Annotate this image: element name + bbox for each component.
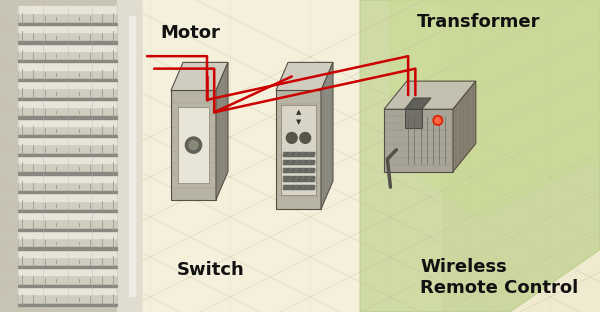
Bar [18, 266, 117, 268]
Bar [18, 143, 117, 144]
Polygon shape [360, 0, 600, 312]
Bar [18, 144, 117, 154]
Bar [18, 106, 117, 117]
Bar [18, 294, 117, 304]
Bar [18, 98, 117, 100]
Bar [18, 210, 117, 212]
Bar [117, 0, 141, 312]
Bar [18, 256, 117, 266]
Bar [283, 160, 314, 164]
Bar [18, 154, 117, 156]
Polygon shape [404, 98, 431, 109]
Polygon shape [453, 81, 476, 172]
Bar [18, 6, 117, 306]
Bar [18, 274, 117, 275]
Circle shape [286, 133, 297, 143]
Bar [18, 69, 117, 79]
Polygon shape [404, 109, 422, 128]
Polygon shape [276, 90, 321, 209]
Bar [18, 173, 117, 175]
Bar [18, 68, 117, 70]
Bar [18, 135, 117, 137]
Bar [18, 50, 117, 61]
Bar [18, 229, 117, 231]
Bar [18, 219, 117, 229]
Bar [18, 180, 117, 182]
Bar [18, 116, 117, 119]
Polygon shape [384, 109, 453, 172]
Polygon shape [384, 81, 476, 109]
Bar [18, 23, 117, 25]
Circle shape [433, 116, 443, 125]
Text: Motor: Motor [161, 24, 221, 42]
Bar [18, 31, 117, 32]
Polygon shape [171, 90, 216, 200]
Bar [18, 293, 117, 294]
Circle shape [185, 137, 202, 153]
Polygon shape [390, 0, 600, 218]
Bar [18, 199, 117, 201]
Polygon shape [321, 62, 333, 209]
Bar [18, 60, 117, 62]
Bar [18, 218, 117, 219]
Bar [18, 247, 117, 250]
Polygon shape [171, 62, 228, 90]
Bar [18, 124, 117, 126]
Bar [18, 125, 117, 135]
Circle shape [189, 141, 198, 149]
Circle shape [300, 133, 311, 143]
Bar [129, 16, 135, 296]
Bar [18, 200, 117, 210]
Bar [18, 32, 117, 42]
Bar [18, 41, 117, 44]
Bar [18, 237, 117, 248]
Bar [18, 12, 117, 13]
Bar [18, 163, 117, 173]
Bar [283, 176, 314, 181]
Bar [18, 105, 117, 107]
Bar [18, 181, 117, 192]
Text: ▲: ▲ [296, 109, 301, 115]
Bar [18, 88, 117, 98]
Text: Wireless
Remote Control: Wireless Remote Control [420, 258, 578, 297]
Bar [18, 13, 117, 23]
Text: Switch: Switch [177, 261, 245, 279]
Bar [18, 49, 117, 51]
Bar [18, 285, 117, 287]
Bar [0, 0, 141, 312]
Polygon shape [216, 62, 228, 200]
Text: Transformer: Transformer [417, 13, 541, 31]
Bar [283, 185, 314, 189]
Bar [281, 105, 316, 195]
Bar [18, 79, 117, 81]
Bar [141, 0, 441, 312]
Bar [18, 304, 117, 306]
Bar [283, 168, 314, 172]
Bar [18, 162, 117, 163]
Polygon shape [276, 62, 333, 90]
Bar [18, 275, 117, 285]
Bar [18, 255, 117, 257]
Bar [18, 236, 117, 238]
Bar [178, 107, 209, 183]
Circle shape [435, 117, 441, 124]
Bar [18, 87, 117, 88]
Text: ▼: ▼ [296, 119, 301, 125]
Bar [18, 191, 117, 193]
Bar [283, 152, 314, 156]
